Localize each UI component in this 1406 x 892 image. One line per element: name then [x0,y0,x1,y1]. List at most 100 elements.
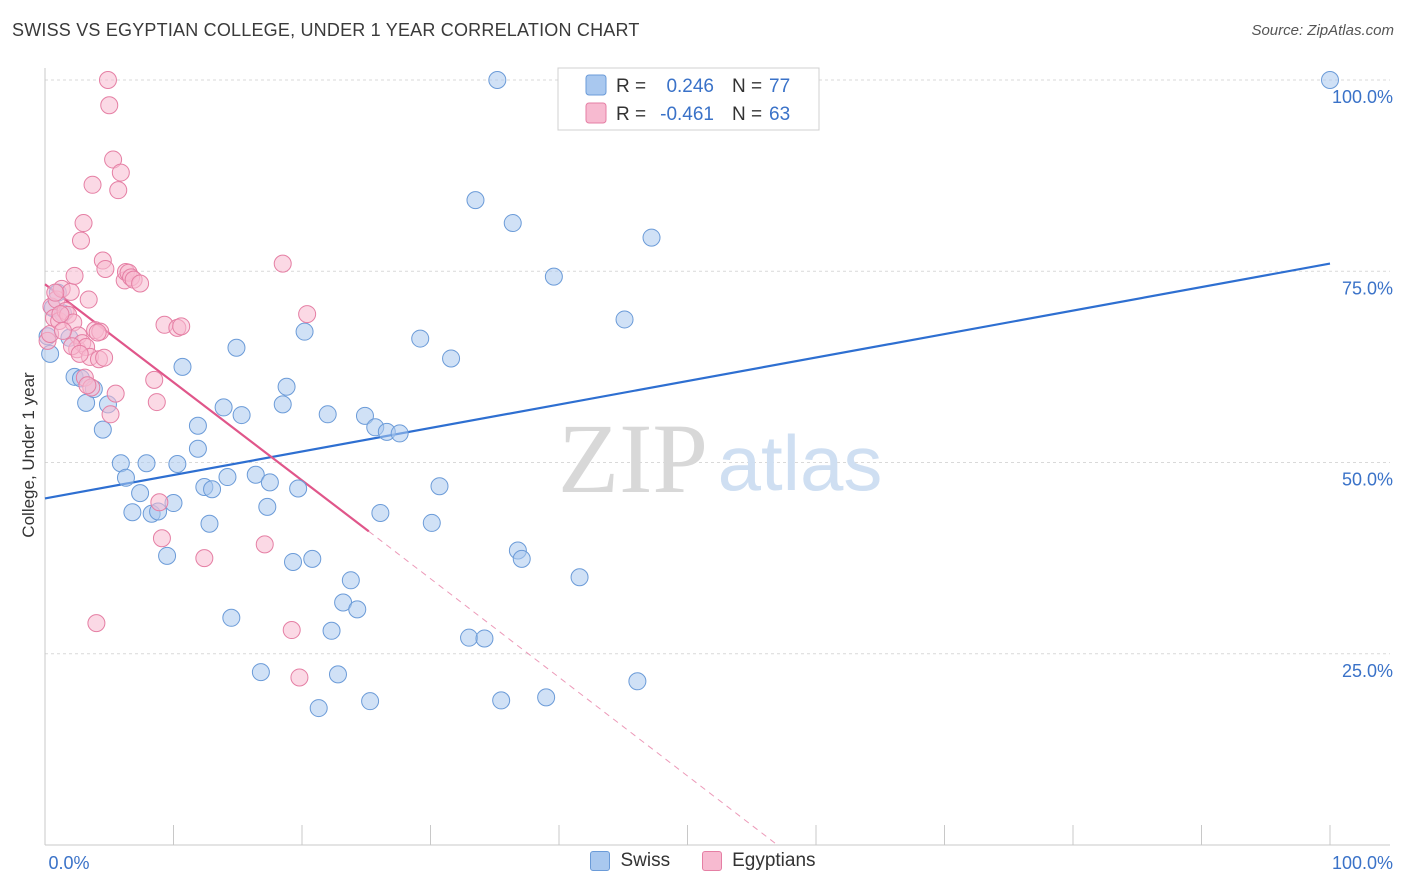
point-egyptians-58 [46,283,65,302]
point-swiss-57 [430,477,449,496]
stats-n-value-swiss: 77 [769,76,790,97]
point-egyptians-54 [290,668,309,687]
point-egyptians-16 [74,214,93,233]
point-swiss-68 [544,267,563,286]
point-swiss-20 [168,455,187,474]
point-egyptians-60 [78,376,97,395]
point-swiss-72 [642,228,661,247]
x-tick-label-1: 100.0% [1332,853,1393,873]
point-egyptians-35 [109,181,128,200]
gridlines [45,79,1390,655]
stats-r-value-swiss: 0.246 [666,76,714,97]
y-tick-label-1: 50.0% [1342,470,1393,490]
y-tick-label-2: 75.0% [1342,278,1393,298]
point-egyptians-46 [152,529,171,548]
legend-swatch-swiss [590,851,611,871]
trendline-extension-egyptians [368,530,778,846]
point-swiss-70 [615,310,634,329]
point-egyptians-55 [298,305,317,324]
point-swiss-32 [246,465,265,484]
point-egyptians-11 [65,266,84,285]
point-egyptians-32 [101,405,120,424]
point-swiss-38 [284,552,303,571]
point-swiss-62 [488,71,507,89]
point-egyptians-28 [95,348,114,367]
watermark-zip: ZIP [558,403,708,514]
point-swiss-14 [131,484,150,503]
point-swiss-60 [466,191,485,210]
point-egyptians-62 [88,323,107,342]
source-label: Source: ZipAtlas.com [1251,22,1394,39]
point-swiss-52 [371,503,390,522]
point-swiss-31 [232,406,251,425]
stats-legend: R = 0.246 N = 77 R = -0.461 N = 63 [557,67,820,131]
point-egyptians-34 [106,384,125,403]
watermark: ZIP atlas [558,403,882,514]
point-egyptians-45 [150,493,169,512]
y-tick-label-3: 100.0% [1332,87,1393,107]
tick-labels: 25.0% 50.0% 75.0% 100.0% 0.0% 100.0% [48,87,1393,873]
point-swiss-43 [318,405,337,424]
point-swiss-41 [303,549,322,568]
point-egyptians-29 [96,259,115,278]
point-egyptians-24 [87,614,106,633]
point-egyptians-59 [51,305,70,324]
point-swiss-40 [295,322,314,341]
point-swiss-18 [158,546,177,565]
point-egyptians-9 [61,282,80,301]
watermark-atlas: atlas [718,419,883,507]
point-swiss-33 [251,663,270,682]
point-swiss-63 [492,691,511,710]
y-axis-label: College, Under 1 year [19,372,38,538]
y-tick-label-0: 25.0% [1342,661,1393,681]
point-egyptians-51 [255,535,274,554]
point-swiss-54 [390,424,409,443]
legend-item-swiss: Swiss [590,850,670,872]
point-egyptians-52 [273,254,292,273]
point-swiss-13 [123,503,142,522]
point-swiss-59 [460,628,479,647]
point-swiss-23 [188,416,207,435]
stats-n-label-swiss: N = [732,76,762,97]
point-swiss-67 [537,688,556,707]
point-swiss-28 [218,468,237,487]
point-egyptians-56 [53,321,72,340]
point-swiss-49 [355,406,374,425]
trendline-swiss [44,262,1331,500]
x-tick-label-0: 0.0% [48,853,89,873]
point-swiss-36 [273,395,292,414]
point-egyptians-42 [131,274,150,293]
point-swiss-69 [570,568,589,587]
point-egyptians-30 [98,71,117,89]
point-swiss-71 [628,672,647,691]
point-egyptians-49 [172,317,191,336]
point-egyptians-53 [282,621,301,640]
legend-swatch-egyptians [702,851,723,871]
data-points [38,71,1339,718]
legend-label-egyptians: Egyptians [732,850,816,871]
point-swiss-30 [227,338,246,357]
point-swiss-27 [214,398,233,417]
point-egyptians-43 [145,370,164,389]
stats-swatch-swiss [585,74,607,96]
point-egyptians-50 [195,549,214,568]
point-egyptians-22 [83,175,102,194]
point-egyptians-61 [70,344,89,363]
point-egyptians-19 [79,290,98,309]
point-swiss-55 [411,329,430,348]
point-swiss-39 [289,479,308,498]
point-swiss-45 [328,665,347,684]
point-swiss-25 [200,514,219,533]
legend-item-egyptians: Egyptians [702,850,816,872]
axes [44,68,1390,846]
chart-title: SWISS VS EGYPTIAN COLLEGE, UNDER 1 YEAR … [12,20,640,40]
point-egyptians-36 [111,163,130,182]
stats-n-label-egyptians: N = [732,104,762,125]
point-swiss-75 [1321,71,1339,89]
point-swiss-44 [322,621,341,640]
point-swiss-42 [309,699,328,718]
point-swiss-64 [503,214,522,233]
point-swiss-21 [173,357,192,376]
point-swiss-35 [260,473,279,492]
